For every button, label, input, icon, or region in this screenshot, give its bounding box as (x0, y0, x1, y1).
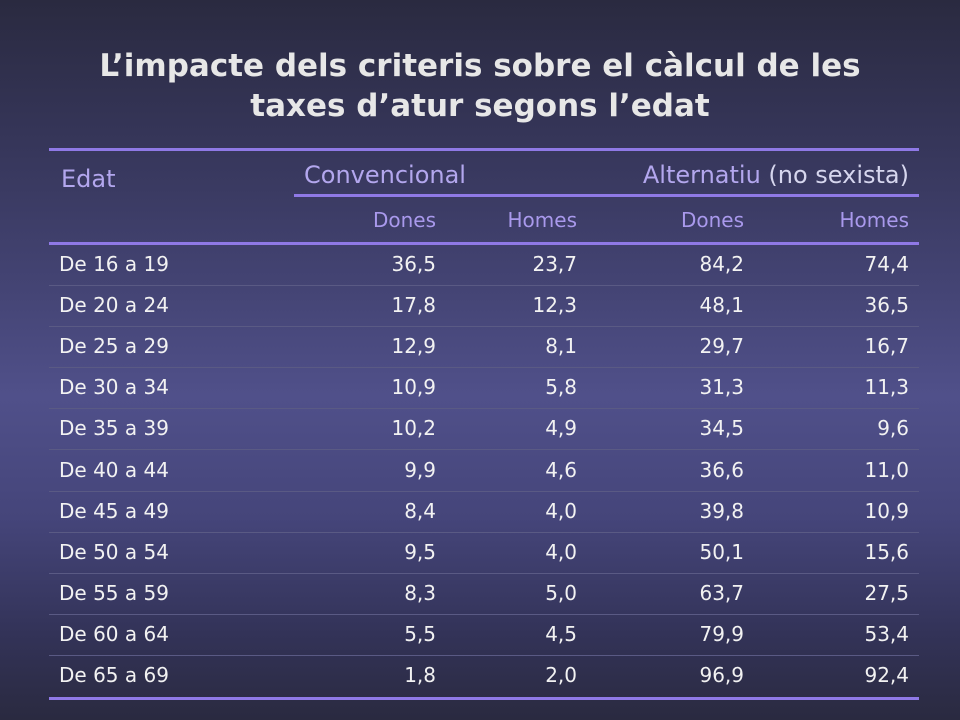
cell-alternative-women: 63,7 (699, 580, 744, 605)
group-header-alternative: Alternatiu (no sexista) (643, 161, 909, 189)
table-row: De 65 a 69 1,8 2,0 96,9 92,4 (49, 656, 919, 697)
cell-conventional-men: 5,0 (545, 580, 577, 605)
cell-conventional-women: 8,3 (404, 580, 436, 605)
cell-alternative-women: 29,7 (699, 334, 744, 359)
row-age-range: De 20 a 24 (59, 293, 169, 318)
cell-conventional-women: 17,8 (391, 293, 436, 318)
cell-conventional-men: 2,0 (545, 663, 577, 687)
cell-alternative-men: 10,9 (864, 498, 909, 523)
row-age-range: De 35 a 39 (59, 416, 169, 441)
table-top-rule (49, 148, 919, 151)
cell-conventional-men: 5,8 (545, 375, 577, 400)
row-age-range: De 50 a 54 (59, 539, 169, 564)
row-divider (49, 449, 919, 451)
cell-alternative-men: 36,5 (864, 293, 909, 318)
row-age-range: De 16 a 19 (59, 252, 169, 276)
row-age-range: De 40 a 44 (59, 457, 169, 482)
subheader-alternative-women: Dones (680, 208, 744, 232)
table-row: De 40 a 44 9,9 4,6 36,6 11,0 (49, 451, 919, 492)
row-age-range: De 60 a 64 (59, 621, 169, 646)
cell-conventional-women: 36,5 (391, 252, 436, 276)
cell-alternative-men: 74,4 (864, 252, 909, 276)
cell-alternative-women: 96,9 (699, 663, 744, 687)
group-header-alternative-main: Alternatiu (642, 161, 761, 189)
table-row: De 25 a 29 12,9 8,1 29,7 16,7 (49, 327, 919, 369)
cell-conventional-men: 4,9 (545, 416, 577, 441)
row-divider (49, 408, 919, 410)
table-row: De 35 a 39 10,2 4,9 34,5 9,6 (49, 409, 919, 451)
table-row: De 30 a 34 10,9 5,8 31,3 11,3 (49, 368, 919, 410)
table-bottom-rule (49, 697, 919, 700)
cell-alternative-women: 79,9 (699, 621, 744, 646)
row-age-range: De 45 a 49 (59, 498, 169, 523)
cell-alternative-women: 84,2 (699, 252, 744, 276)
row-divider (49, 490, 919, 492)
cell-alternative-women: 50,1 (699, 539, 744, 564)
subheader-alternative-men: Homes (839, 208, 909, 232)
cell-alternative-men: 15,6 (864, 539, 909, 564)
cell-conventional-men: 4,5 (545, 621, 577, 646)
cell-alternative-women: 39,8 (699, 498, 744, 523)
cell-conventional-men: 4,0 (545, 539, 577, 564)
table-row: De 45 a 49 8,4 4,0 39,8 10,9 (49, 492, 919, 533)
row-age-range: De 25 a 29 (59, 334, 169, 359)
cell-alternative-men: 9,6 (877, 416, 909, 441)
table-row: De 20 a 24 17,8 12,3 48,1 36,5 (49, 286, 919, 328)
row-age-range: De 55 a 59 (59, 580, 169, 605)
cell-alternative-men: 16,7 (864, 334, 909, 359)
cell-conventional-women: 10,2 (391, 416, 436, 441)
cell-alternative-men: 27,5 (864, 580, 909, 605)
row-divider (49, 367, 919, 369)
row-divider (49, 531, 919, 533)
group-header-conventional: Convencional (304, 161, 466, 189)
row-age-range: De 30 a 34 (59, 375, 169, 400)
group-header-alternative-note: (no sexista) (760, 161, 909, 189)
subheader-conventional-men: Homes (507, 208, 577, 232)
cell-conventional-women: 1,8 (404, 663, 436, 687)
cell-conventional-women: 8,4 (404, 498, 436, 523)
cell-conventional-women: 9,5 (404, 539, 436, 564)
cell-conventional-men: 12,3 (532, 293, 577, 318)
table-row: De 50 a 54 9,5 4,0 50,1 15,6 (49, 533, 919, 574)
row-divider (49, 285, 919, 286)
cell-conventional-women: 9,9 (404, 457, 436, 482)
row-divider (49, 572, 919, 574)
cell-conventional-men: 4,6 (545, 457, 577, 482)
row-divider (49, 326, 919, 328)
cell-conventional-men: 23,7 (532, 252, 577, 276)
subheader-conventional-women: Dones (372, 208, 436, 232)
cell-alternative-women: 48,1 (699, 293, 744, 318)
column-header-edat: Edat (61, 165, 116, 193)
header-bottom-rule (49, 242, 919, 245)
slide-title-line-1: L’impacte dels criteris sobre el càlcul … (99, 48, 861, 84)
cell-alternative-men: 11,0 (864, 457, 909, 482)
row-divider (49, 613, 919, 615)
cell-alternative-men: 92,4 (864, 663, 909, 687)
cell-alternative-men: 53,4 (864, 621, 909, 646)
cell-alternative-women: 34,5 (699, 416, 744, 441)
unemployment-rate-table: Edat Convencional Alternatiu (no sexista… (49, 148, 919, 700)
cell-conventional-women: 12,9 (391, 334, 436, 359)
cell-conventional-men: 8,1 (545, 334, 577, 359)
slide-title: L’impacte dels criteris sobre el càlcul … (0, 46, 960, 126)
table-row: De 16 a 19 36,5 23,7 84,2 74,4 (49, 245, 919, 286)
cell-conventional-women: 5,5 (404, 621, 436, 646)
slide-title-line-2: taxes d’atur segons l’edat (250, 88, 710, 124)
row-age-range: De 65 a 69 (59, 663, 169, 687)
cell-alternative-men: 11,3 (864, 375, 909, 400)
table-row: De 55 a 59 8,3 5,0 63,7 27,5 (49, 574, 919, 615)
cell-conventional-women: 10,9 (391, 375, 436, 400)
row-divider (49, 654, 919, 656)
cell-conventional-men: 4,0 (545, 498, 577, 523)
cell-alternative-women: 36,6 (699, 457, 744, 482)
table-row: De 60 a 64 5,5 4,5 79,9 53,4 (49, 615, 919, 656)
group-header-rule (294, 194, 919, 197)
cell-alternative-women: 31,3 (699, 375, 744, 400)
